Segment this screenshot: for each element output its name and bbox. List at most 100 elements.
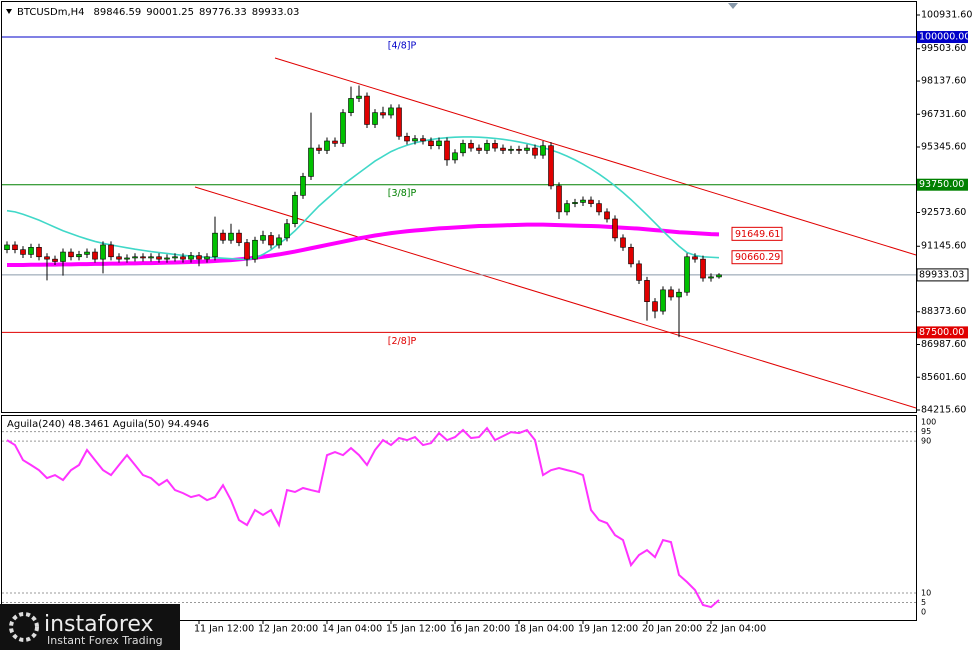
candle-body — [300, 176, 306, 196]
ma-value-box — [731, 250, 783, 265]
y-tick-label: 85601.60 — [921, 372, 966, 383]
symbol: BTCUSDm,H4 — [17, 7, 85, 18]
candle-body — [108, 244, 114, 258]
low-price: 89776.33 — [199, 7, 247, 18]
candle-body — [484, 143, 490, 151]
candle-body — [596, 203, 602, 213]
y-tick-label: 92573.60 — [921, 207, 966, 218]
watermark-tagline: Instant Forex Trading — [47, 634, 163, 647]
candle-body — [420, 138, 426, 142]
candle-body — [612, 218, 618, 239]
candle-body — [700, 258, 706, 279]
close-price: 89933.03 — [252, 7, 300, 18]
level-box — [917, 326, 968, 339]
candle-body — [660, 289, 666, 312]
candle-body — [404, 135, 410, 142]
candle-body — [620, 237, 626, 248]
candle-body — [668, 289, 674, 298]
candle-body — [268, 235, 274, 246]
y-tick-label: 86987.60 — [921, 339, 966, 350]
channel-line — [274, 57, 917, 256]
indicator-pane-frame — [1, 415, 917, 621]
ma-value-label: 90660.29 — [735, 252, 780, 263]
x-tick-label: 19 Jan 12:00 — [578, 624, 638, 635]
indicator-title: Aguila(240) 48.3461 Aguila(50) 94.4946 — [7, 419, 209, 430]
plot-layer: 100931.60 99503.60 98137.60 96731.60 95345.6… — [2, 10, 972, 635]
high-price: 90001.25 — [146, 7, 194, 18]
candle-body — [572, 202, 578, 204]
x-tick-label: 11 Jan 12:00 — [194, 624, 254, 635]
candle-body — [196, 255, 202, 260]
y-tick-label: 100931.60 — [921, 10, 972, 21]
x-tick-label: 16 Jan 20:00 — [450, 624, 510, 635]
moving-average — [6, 136, 720, 261]
main-pane-frame — [1, 1, 917, 413]
symbol-menu-arrow — [6, 9, 12, 14]
candle-body — [84, 251, 90, 255]
candle-body — [172, 256, 178, 259]
candle-body — [636, 263, 642, 281]
candle-body — [508, 148, 514, 151]
candle-body — [132, 256, 138, 259]
y-tick-label: 88373.60 — [921, 306, 966, 317]
candle-body — [628, 247, 634, 265]
level-name: [3/8]P — [388, 188, 417, 199]
candle-body — [308, 147, 314, 177]
last-price-label: 89933.03 — [919, 269, 964, 280]
candle-body — [12, 244, 18, 250]
candle-body — [156, 256, 162, 260]
last-price-box — [916, 268, 969, 282]
candle-body — [148, 256, 154, 259]
candle-body — [460, 143, 466, 154]
candle-body — [60, 251, 66, 262]
candle-body — [588, 199, 594, 204]
candle-body — [28, 247, 34, 255]
candle-body — [164, 257, 170, 260]
candle-body — [500, 147, 506, 151]
candle-body — [236, 232, 242, 243]
y-tick-label: 91145.60 — [921, 241, 966, 252]
candle-body — [444, 140, 450, 161]
x-tick-label: 12 Jan 20:00 — [258, 624, 318, 635]
x-tick-label: 18 Jan 04:00 — [514, 624, 574, 635]
header: BTCUSDm,H4 89846.59 90001.25 89776.33 89933.… — [17, 7, 299, 18]
y-tick-label: 90 — [921, 437, 931, 446]
candle-body — [564, 203, 570, 213]
candle-body — [204, 256, 210, 260]
candle-body — [260, 235, 266, 241]
candle-body — [364, 95, 370, 125]
candle-body — [116, 256, 122, 260]
candle-body — [188, 255, 194, 260]
moving-average — [7, 222, 720, 268]
level-box — [917, 178, 968, 191]
y-tick-label: 96731.60 — [921, 109, 966, 120]
x-tick-label: 15 Jan 12:00 — [386, 624, 446, 635]
candle-body — [140, 256, 146, 259]
candle-body — [396, 107, 402, 137]
candle-body — [388, 107, 394, 116]
y-tick-label: 5 — [921, 598, 926, 607]
candle-body — [316, 147, 322, 151]
candle-body — [228, 232, 234, 241]
level-name: [4/8]P — [388, 41, 417, 52]
y-tick-label: 100 — [921, 418, 936, 427]
candle-body — [644, 280, 650, 302]
candle-body — [604, 211, 610, 220]
candle-body — [44, 256, 50, 260]
y-tick-label: 99503.60 — [921, 43, 966, 54]
x-tick-label: 14 Jan 04:00 — [322, 624, 382, 635]
candle-body — [380, 112, 386, 116]
candle-body — [36, 247, 42, 258]
x-tick-label: 22 Jan 04:00 — [706, 624, 766, 635]
candle-body — [716, 274, 722, 278]
candle-body — [468, 143, 474, 149]
candle-body — [52, 258, 58, 262]
ma-value-label: 91649.61 — [735, 229, 780, 240]
candle-body — [244, 242, 250, 260]
candle-body — [348, 98, 354, 113]
candle-body — [540, 145, 546, 156]
candle-body — [124, 257, 130, 260]
candle-body — [180, 256, 186, 260]
